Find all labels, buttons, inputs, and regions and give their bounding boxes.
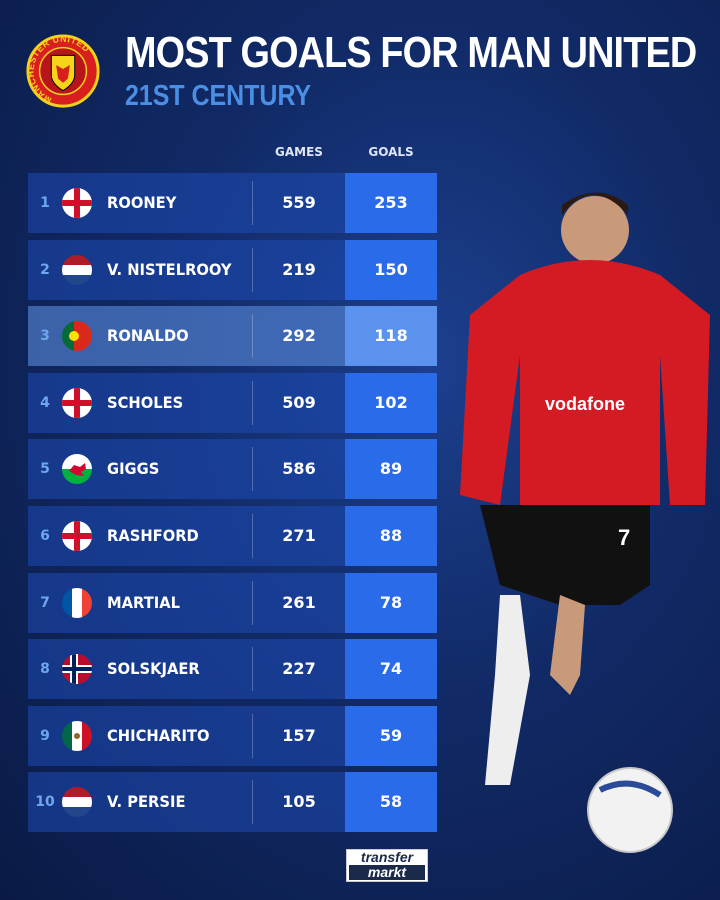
divider [252,647,253,692]
table-row: 8 SOLSKJAER 227 74 [28,639,437,700]
england-flag-icon [62,521,92,551]
table-row: 2 V. NISTELROOY 219 150 [28,239,437,300]
page-title: MOST GOALS FOR MAN UNITED [125,28,697,77]
rank: 8 [40,661,50,678]
divider [252,580,253,625]
england-flag-icon [62,387,92,418]
rank: 3 [40,328,50,345]
shirt-number: 7 [618,525,630,550]
player-name: SCHOLES [107,392,184,412]
games-value: 509 [282,392,316,412]
transfermarkt-logo: transfer markt [346,849,428,882]
wales-flag-icon [62,454,92,485]
page-subtitle: 21ST CENTURY [125,80,312,112]
goals-value: 253 [345,173,437,233]
player-name: RASHFORD [107,526,199,545]
player-name: ROONEY [107,193,177,212]
divider [252,514,253,558]
player-name: GIGGS [107,459,160,479]
games-value: 261 [282,592,316,612]
divider [252,314,253,359]
mexico-flag-icon [62,720,92,751]
goals-value: 89 [345,439,437,500]
goals-value: 58 [345,772,437,833]
rank: 9 [40,727,50,744]
manchester-united-crest: MANCHESTER UNITED [26,34,100,108]
player-name: RONALDO [107,326,189,346]
column-header-goals: GOALS [368,145,414,159]
games-value: 292 [282,326,316,346]
games-value: 586 [282,459,316,479]
rank: 2 [40,261,50,278]
divider [252,181,253,225]
logo-text-bottom: markt [349,865,425,880]
rank: 6 [40,528,50,544]
games-value: 219 [282,259,316,279]
player-name: V. NISTELROOY [107,259,232,279]
netherlands-flag-icon [62,254,92,285]
player-name: CHICHARITO [107,725,210,745]
table-row: 7 MARTIAL 261 78 [28,572,437,633]
shirt-sponsor: vodafone [545,394,625,414]
table-row: 10 V. PERSIE 105 58 [28,772,437,833]
goals-value: 59 [345,705,437,766]
table-row: 3 RONALDO 292 118 [28,306,437,367]
table-row: 4 SCHOLES 509 102 [28,372,437,433]
rank: 4 [40,394,50,411]
goals-value: 78 [345,572,437,633]
column-header-games: GAMES [275,145,323,159]
divider [252,780,253,825]
goals-value: 88 [345,506,437,566]
divider [252,247,253,292]
player-name: MARTIAL [107,592,181,612]
logo-text-top: transfer [360,849,414,865]
player-photo: vodafone 7 [460,192,710,853]
divider [252,380,253,425]
games-value: 105 [282,792,316,812]
rank: 10 [35,794,55,811]
player-name: SOLSKJAER [107,659,200,679]
table-row: 1 ROONEY 559 253 [28,173,437,233]
norway-flag-icon [62,654,92,685]
goals-value: 150 [345,239,437,300]
table-row: 9 CHICHARITO 157 59 [28,705,437,766]
goals-value: 74 [345,639,437,700]
england-flag-icon [62,188,92,218]
table-row: 5 GIGGS 586 89 [28,439,437,500]
divider [252,713,253,758]
games-value: 271 [282,526,316,545]
games-value: 157 [282,725,316,745]
rank: 1 [40,195,50,211]
france-flag-icon [62,587,92,618]
divider [252,447,253,492]
portugal-flag-icon [62,321,92,352]
goals-value: 118 [345,306,437,367]
player-name: V. PERSIE [107,792,186,812]
rank: 7 [40,594,50,611]
table-row: 6 RASHFORD 271 88 [28,506,437,566]
games-value: 227 [282,659,316,679]
rank: 5 [40,461,50,478]
goals-value: 102 [345,372,437,433]
games-value: 559 [282,193,316,212]
netherlands-flag-icon [62,787,92,818]
